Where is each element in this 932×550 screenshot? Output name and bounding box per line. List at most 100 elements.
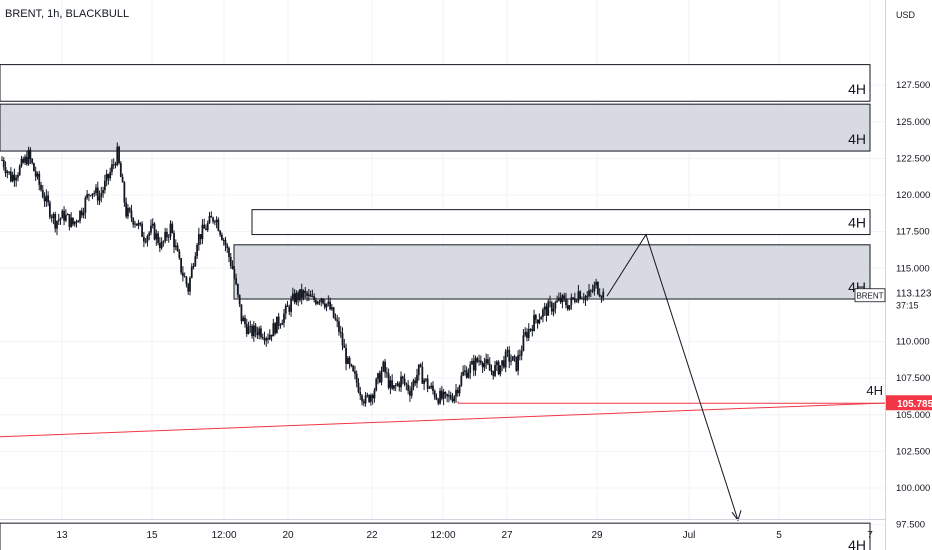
candle-body: [102, 190, 104, 194]
candle-body: [338, 321, 340, 332]
candle-body: [384, 361, 386, 373]
candle-body: [283, 313, 285, 323]
candle-body: [536, 319, 539, 324]
candle-body: [79, 210, 81, 221]
candle-body: [134, 223, 136, 225]
candle-body: [187, 284, 190, 292]
candle-body: [542, 309, 544, 317]
candle-body: [563, 295, 566, 299]
candle-body: [419, 364, 422, 367]
candle-body: [487, 359, 489, 364]
candle-body: [538, 319, 541, 324]
candle-body: [73, 221, 76, 225]
candle-body: [389, 380, 392, 388]
candle-body: [249, 325, 252, 327]
price-axis-tick: 100.000: [896, 483, 930, 494]
candle-body: [190, 266, 193, 278]
candle-body: [325, 303, 328, 308]
candle-body: [478, 360, 480, 362]
level-price-badge: [886, 395, 932, 411]
candle-body: [247, 326, 250, 334]
candle-body: [116, 146, 119, 166]
price-axis-tick: 117.500: [896, 227, 930, 238]
time-axis-tick: 29: [591, 530, 603, 541]
candle-body: [311, 296, 314, 298]
candle-body: [313, 296, 316, 301]
price-axis-tick: 125.000: [896, 117, 930, 128]
candle-body: [265, 338, 268, 341]
candle-body: [359, 392, 362, 396]
candle-body: [575, 301, 578, 303]
candle-body: [343, 345, 346, 348]
zone-box: [0, 522, 871, 550]
candle-body: [414, 380, 417, 384]
candle-body: [189, 277, 191, 292]
candle-body: [531, 328, 534, 332]
candle-body: [17, 174, 19, 178]
candle-body: [355, 373, 358, 383]
candle-body: [432, 385, 434, 391]
candle-body: [442, 392, 445, 399]
candle-body: [449, 395, 452, 399]
candle-body: [474, 358, 477, 371]
candle-body: [339, 331, 342, 334]
candle-body: [568, 305, 571, 310]
candle-body: [192, 266, 195, 268]
symbol-title: BRENT, 1h, BLACKBULL: [5, 8, 130, 20]
candle-body: [483, 363, 486, 368]
candle-body: [173, 232, 175, 248]
candle-body: [320, 298, 323, 302]
zone-box: [0, 103, 871, 152]
candle-body: [201, 224, 204, 240]
candle-body: [361, 395, 363, 402]
candle-body: [260, 328, 262, 337]
candle-body: [508, 350, 511, 362]
candle-body: [550, 302, 553, 312]
time-axis-tick: 13: [56, 530, 68, 541]
candle-body: [80, 210, 83, 216]
price-axis-tick: 97.500: [896, 520, 925, 531]
candle-body: [522, 335, 525, 351]
candle-body: [400, 376, 402, 388]
candle-body: [511, 356, 514, 361]
candle-body: [231, 265, 234, 269]
zone-label: 4H: [848, 131, 866, 147]
candle-body: [520, 350, 523, 356]
candle-body: [236, 284, 239, 295]
candle-body: [299, 289, 301, 301]
candle-body: [267, 338, 269, 340]
candle-body: [128, 208, 131, 211]
candle-body: [297, 292, 300, 301]
candle-body: [444, 392, 447, 395]
candle-body: [261, 336, 264, 339]
candle-body: [34, 171, 37, 177]
candle-body: [8, 171, 10, 173]
candle-body: [36, 173, 39, 177]
candle-body: [100, 193, 103, 197]
candle-body: [495, 361, 498, 366]
candle-body: [238, 294, 241, 305]
candle-body: [304, 290, 307, 293]
candle-body: [428, 387, 431, 389]
candle-body: [148, 232, 151, 236]
candle-body: [565, 298, 567, 306]
candle-body: [88, 194, 90, 196]
candle-body: [244, 317, 246, 324]
candle-body: [82, 212, 85, 216]
candle-body: [579, 291, 582, 299]
candle-body: [86, 194, 89, 198]
candle-body: [490, 370, 493, 372]
candle-body: [146, 235, 149, 242]
candle-body: [479, 360, 482, 363]
candle-body: [20, 158, 23, 167]
candle-body: [366, 395, 369, 397]
candle-body: [455, 389, 457, 397]
candle-body: [503, 360, 505, 368]
candle-body: [38, 173, 41, 185]
candle-body: [524, 332, 527, 336]
candle-body: [15, 177, 18, 181]
candle-body: [396, 383, 399, 386]
candle-body: [412, 380, 415, 388]
candle-body: [362, 401, 365, 404]
